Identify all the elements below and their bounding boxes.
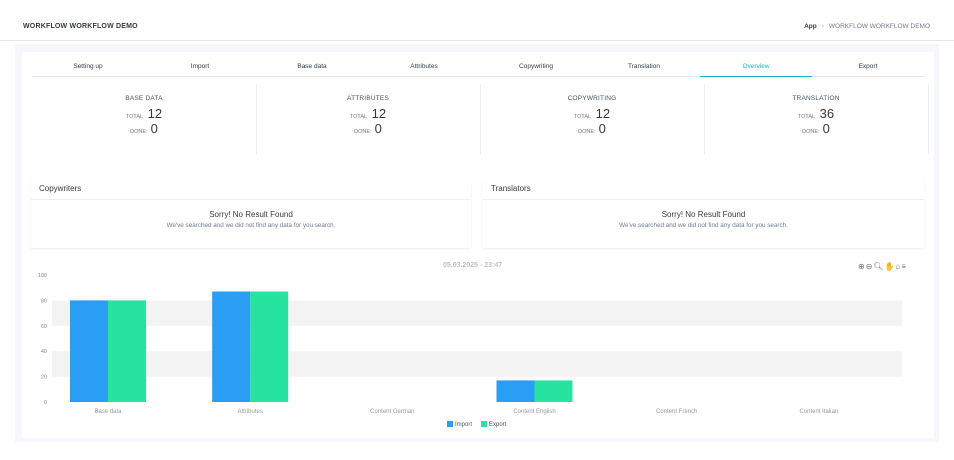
y-tick-label: 100 (38, 273, 47, 279)
bar-import[interactable] (212, 291, 251, 402)
y-tick-label: 80 (41, 298, 47, 304)
breadcrumb-separator: › (821, 23, 824, 30)
bar-export[interactable] (534, 380, 573, 402)
tab-export[interactable]: Export (858, 63, 878, 70)
bar-export[interactable] (250, 291, 289, 402)
zoom-select-icon[interactable]: 🔍︎ (873, 262, 885, 271)
bar-chart: 100 80 60 40 20 0 Base data Attributes Content G… (38, 273, 902, 428)
x-tick-label: Content Italian (799, 409, 838, 415)
stat-translation: TRANSLATION TOTAL: 36 DONE: 0 (704, 84, 929, 154)
stat-done-label: DONE: (578, 129, 596, 135)
grid-band (52, 351, 902, 377)
panel-title: Copywriters (31, 179, 471, 200)
app-title: WORKFLOW WORKFLOW DEMO (23, 23, 138, 30)
grid-band (52, 300, 902, 326)
tab-translation[interactable]: Translation (628, 63, 660, 70)
x-tick-label: Base data (94, 409, 122, 415)
tab-attributes[interactable]: Attributes (410, 63, 438, 70)
breadcrumb: App › WORKFLOW WORKFLOW DEMO (804, 23, 930, 30)
tab-setting-up[interactable]: Setting up (73, 63, 103, 70)
legend-label[interactable]: Export (489, 422, 507, 428)
empty-state-message: We've searched and we did not find any d… (619, 222, 788, 229)
breadcrumb-current: WORKFLOW WORKFLOW DEMO (828, 23, 930, 30)
workflow-tabs: Setting up Import Base data Attributes C… (32, 60, 924, 77)
x-tick-label: Content English (513, 409, 555, 415)
stat-total-value: 12 (371, 106, 387, 121)
legend-marker (447, 421, 453, 427)
stat-done-row: DONE: 0 (32, 121, 256, 136)
top-bar: WORKFLOW WORKFLOW DEMO App › WORKFLOW WORK… (0, 0, 954, 41)
chart-timestamp: 05.03.2025 - 23:47 (443, 262, 503, 269)
stat-attributes: ATTRIBUTES TOTAL: 12 DONE: 0 (256, 84, 481, 154)
stat-done-label: DONE: (354, 129, 372, 135)
stats-row: BASE DATA TOTAL: 12 DONE: 0 ATTRIBUTES TOT… (32, 84, 930, 154)
x-tick-label: Attributes (237, 409, 262, 415)
stat-done-label: DONE: (802, 129, 820, 135)
stat-total-label: TOTAL: (349, 114, 369, 120)
stat-total-row: TOTAL: 36 (704, 106, 928, 121)
x-tick-label: Content German (370, 409, 414, 415)
stat-title: BASE DATA (125, 95, 163, 102)
pan-icon[interactable]: ✋ (884, 262, 896, 271)
breadcrumb-app-link[interactable]: App (804, 23, 817, 30)
stat-title: COPYWRITING (567, 95, 617, 102)
stat-total-value: 12 (147, 106, 163, 121)
stat-total-label: TOTAL: (125, 114, 145, 120)
stat-base-data: BASE DATA TOTAL: 12 DONE: 0 (32, 84, 257, 154)
panel-title: Translators (483, 179, 924, 200)
chart-toolbar: ⊕⊖🔍︎✋⌂≡ (858, 262, 907, 271)
bar-export[interactable] (108, 300, 146, 402)
zoom-in-icon[interactable]: ⊕ (858, 262, 866, 271)
y-tick-label: 20 (41, 375, 47, 381)
tab-import[interactable]: Import (190, 63, 210, 70)
stat-total-value: 36 (819, 106, 835, 121)
stat-total-label: TOTAL: (573, 114, 593, 120)
copywriters-panel: Copywriters Sorry! No Result Found We've… (31, 179, 471, 248)
menu-icon[interactable]: ≡ (901, 262, 908, 271)
stat-total-row: TOTAL: 12 (480, 106, 704, 121)
stat-title: TRANSLATION (792, 95, 840, 102)
empty-state-title: Sorry! No Result Found (661, 210, 746, 219)
legend-label[interactable]: Import (455, 422, 472, 428)
stat-done-row: DONE: 0 (256, 121, 480, 136)
stat-done-value: 0 (822, 121, 830, 136)
stat-copywriting: COPYWRITING TOTAL: 12 DONE: 0 (480, 84, 705, 154)
stat-done-value: 0 (374, 121, 382, 136)
empty-state-message: We've searched and we did not find any d… (166, 222, 336, 229)
y-tick-label: 0 (44, 400, 47, 406)
stat-done-row: DONE: 0 (704, 121, 928, 136)
y-tick-label: 40 (41, 349, 47, 355)
y-tick-label: 60 (41, 324, 47, 330)
bar-import[interactable] (70, 300, 108, 402)
stat-done-value: 0 (598, 121, 606, 136)
stat-done-label: DONE: (130, 129, 148, 135)
stat-done-row: DONE: 0 (480, 121, 704, 136)
stat-total-row: TOTAL: 12 (256, 106, 480, 121)
legend-marker (481, 421, 487, 427)
tab-copywriting[interactable]: Copywriting (519, 63, 553, 70)
empty-state-title: Sorry! No Result Found (209, 210, 293, 219)
zoom-out-icon[interactable]: ⊖ (865, 262, 874, 271)
bar-import[interactable] (496, 380, 535, 402)
reset-home-icon[interactable]: ⌂ (895, 262, 902, 271)
stat-total-value: 12 (595, 106, 611, 121)
tab-base-data[interactable]: Base data (297, 63, 327, 70)
stat-total-row: TOTAL: 12 (32, 106, 256, 121)
translators-panel: Translators Sorry! No Result Found We've… (483, 179, 924, 248)
stat-total-label: TOTAL: (797, 114, 817, 120)
x-tick-label: Content French (656, 409, 697, 415)
tab-overview[interactable]: Overview (700, 60, 812, 77)
stat-title: ATTRIBUTES (347, 95, 389, 102)
stat-done-value: 0 (150, 121, 158, 136)
